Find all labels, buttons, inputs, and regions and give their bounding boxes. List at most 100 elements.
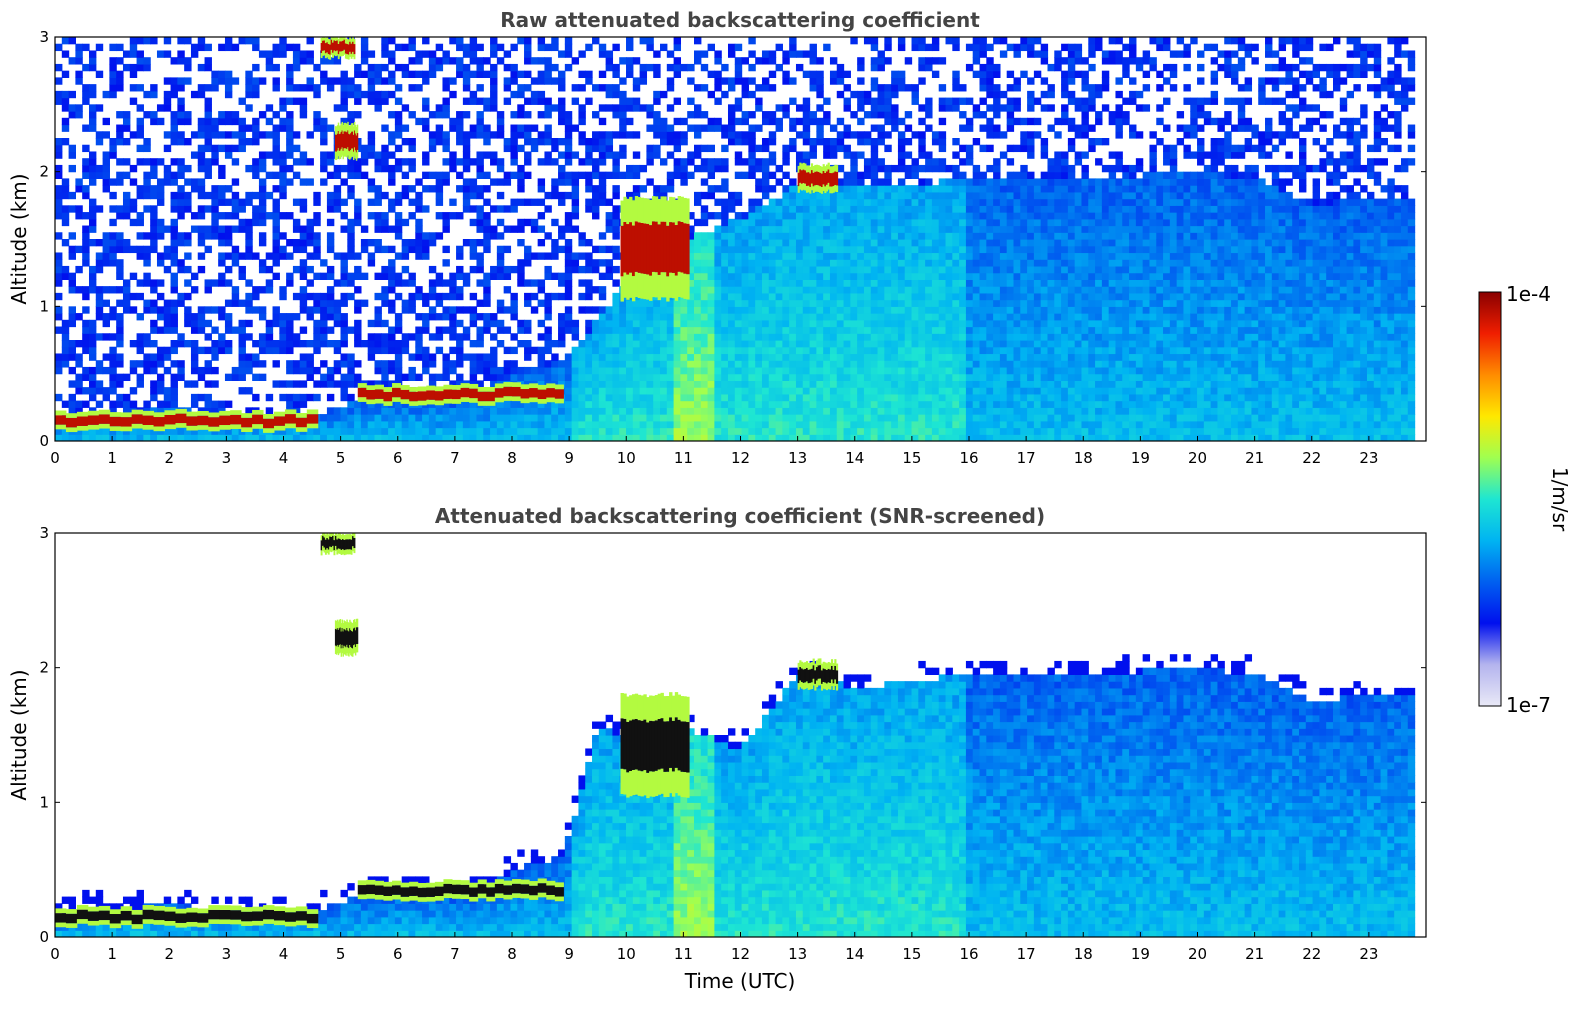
heatmap-cell xyxy=(925,366,933,375)
heatmap-cell xyxy=(116,360,124,368)
heatmap-cell xyxy=(816,333,824,341)
heatmap-cell xyxy=(129,178,138,186)
heatmap-cell xyxy=(354,84,362,92)
heatmap-cell xyxy=(925,185,933,193)
heatmap-cell xyxy=(843,400,851,408)
heatmap-cell xyxy=(571,333,580,341)
heatmap-cell xyxy=(843,387,851,395)
heatmap-cell xyxy=(931,198,940,206)
heatmap-cell xyxy=(748,124,756,132)
heatmap-cell xyxy=(184,232,192,240)
heatmap-cell xyxy=(938,366,947,375)
heatmap-cell xyxy=(354,326,362,334)
heatmap-cell xyxy=(884,400,892,408)
heatmap-cell xyxy=(931,427,940,435)
heatmap-cell xyxy=(299,265,308,274)
heatmap-cell xyxy=(605,50,614,58)
heatmap-cell xyxy=(374,212,382,220)
heatmap-cell xyxy=(571,434,580,441)
heatmap-cell xyxy=(503,77,512,85)
heatmap-cell xyxy=(204,131,212,139)
heatmap-cell xyxy=(252,286,260,294)
heatmap-cell xyxy=(320,292,328,301)
heatmap-cell xyxy=(694,393,702,402)
heatmap-cell xyxy=(795,218,804,227)
heatmap-cell xyxy=(340,178,348,186)
heatmap-cell xyxy=(877,434,885,441)
heatmap-cell xyxy=(653,97,661,105)
heatmap-cell xyxy=(204,57,212,65)
heatmap-cell xyxy=(551,144,559,153)
heatmap-cell xyxy=(265,131,274,139)
heatmap-cell xyxy=(755,313,763,321)
heatmap-cell xyxy=(530,292,539,301)
heatmap-cell xyxy=(897,279,906,287)
heatmap-cell xyxy=(789,124,797,132)
heatmap-cell xyxy=(795,380,804,388)
heatmap-cell xyxy=(299,104,308,112)
heatmap-cell xyxy=(558,225,566,233)
heatmap-cell xyxy=(279,333,287,341)
heatmap-cell xyxy=(734,97,743,105)
heatmap-cell xyxy=(61,37,70,45)
heatmap-cell xyxy=(795,353,804,361)
heatmap-cell xyxy=(286,124,294,132)
heatmap-cell xyxy=(727,292,736,301)
heatmap-cell xyxy=(782,373,790,381)
heatmap-cell xyxy=(381,299,389,307)
heatmap-cell xyxy=(537,299,546,307)
heatmap-cell xyxy=(367,319,376,328)
heatmap-cell xyxy=(401,124,410,132)
heatmap-cell xyxy=(850,265,858,274)
heatmap-cell xyxy=(904,191,913,200)
heatmap-cell xyxy=(245,306,253,314)
heatmap-cell xyxy=(626,164,634,173)
heatmap-cell xyxy=(129,70,138,78)
heatmap-cell xyxy=(136,185,144,193)
heatmap-cell xyxy=(129,164,138,173)
heatmap-cell xyxy=(598,138,607,146)
heatmap-cell xyxy=(55,138,63,146)
heatmap-cell xyxy=(836,387,845,395)
heatmap-cell xyxy=(218,427,226,435)
heatmap-cell xyxy=(449,198,457,206)
heatmap-cell xyxy=(680,434,688,441)
heatmap-cell xyxy=(741,380,749,388)
heatmap-cell xyxy=(354,360,362,368)
heatmap-cell xyxy=(469,57,478,65)
heatmap-cell xyxy=(258,178,267,186)
heatmap-cell xyxy=(782,144,790,153)
heatmap-cell xyxy=(415,225,423,233)
heatmap-cell xyxy=(598,171,607,179)
heatmap-cell xyxy=(748,245,756,254)
heatmap-cell xyxy=(354,434,362,441)
heatmap-cell xyxy=(931,57,940,65)
heatmap-cell xyxy=(891,164,899,173)
heatmap-cell xyxy=(687,292,695,301)
heatmap-cell xyxy=(863,279,872,287)
heatmap-cell xyxy=(109,84,117,92)
heatmap-cell xyxy=(524,57,532,65)
heatmap-cell xyxy=(88,104,97,112)
heatmap-cell xyxy=(496,178,505,186)
heatmap-cell xyxy=(456,37,464,45)
heatmap-cell xyxy=(673,326,682,334)
heatmap-cell xyxy=(897,292,906,301)
heatmap-cell xyxy=(911,346,919,355)
heatmap-cell xyxy=(931,434,940,441)
heatmap-cell xyxy=(789,178,797,186)
heatmap-cell xyxy=(530,218,539,227)
heatmap-cell xyxy=(775,306,783,314)
heatmap-cell xyxy=(197,205,206,213)
heatmap-cell xyxy=(687,239,695,247)
heatmap-cell xyxy=(660,353,668,361)
heatmap-cell xyxy=(680,414,688,422)
heatmap-cell xyxy=(782,70,790,78)
heatmap-cell xyxy=(612,111,620,119)
heatmap-cell xyxy=(721,90,729,99)
heatmap-cell xyxy=(544,313,552,321)
heatmap-cell xyxy=(578,353,586,361)
heatmap-cell xyxy=(95,427,104,435)
heatmap-cell xyxy=(537,360,546,368)
heatmap-cell xyxy=(211,131,219,139)
